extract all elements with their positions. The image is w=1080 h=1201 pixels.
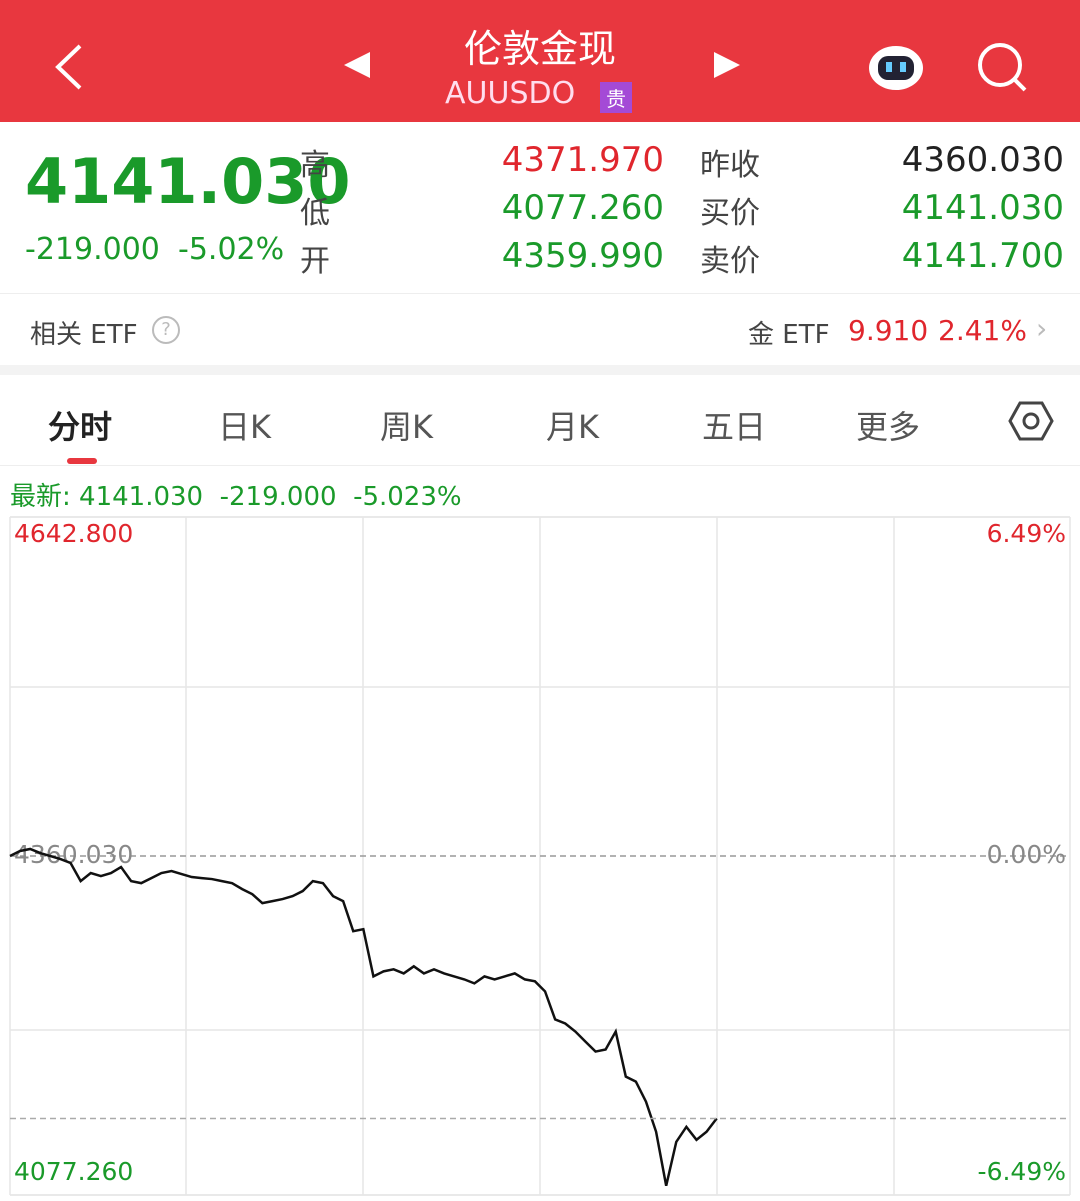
- tab[interactable]: 周K: [380, 408, 433, 446]
- field-value: 4077.260: [501, 188, 664, 228]
- etf-price: 9.910: [848, 314, 929, 347]
- y2-tick-label: -6.49%: [978, 1157, 1066, 1186]
- y-tick-label: 4077.260: [14, 1157, 133, 1186]
- prev-button[interactable]: [342, 50, 372, 80]
- y-tick-label: 4360.030: [14, 840, 133, 869]
- badge: 贵: [600, 82, 632, 113]
- tab[interactable]: 五日: [702, 408, 767, 446]
- y-tick-label: 4642.800: [14, 519, 133, 548]
- field-label: 开: [300, 244, 330, 279]
- field-value: 4360.030: [901, 140, 1064, 180]
- code: AUUSDO: [445, 76, 576, 111]
- tab[interactable]: 日K: [218, 408, 271, 446]
- field-label: 低: [300, 196, 330, 231]
- help-icon[interactable]: ?: [152, 316, 180, 344]
- field-value: 4141.700: [901, 236, 1064, 276]
- tab[interactable]: 更多: [856, 408, 921, 446]
- separator: [0, 365, 1080, 375]
- chevron: ›: [1036, 312, 1048, 345]
- latest-row: 最新: 4141.030 -219.000 -5.023%: [10, 476, 462, 513]
- next-button[interactable]: [712, 50, 742, 80]
- robot-icon[interactable]: [866, 38, 926, 94]
- y2-tick-label: 0.00%: [987, 840, 1066, 869]
- divider: [0, 465, 1080, 466]
- chart: 4077.260 4360.030 4642.800 -6.49% 0.00% 6.49%: [9, 516, 1071, 1196]
- price: 4141.030: [25, 145, 351, 218]
- etf-pct: 2.41%: [938, 314, 1027, 347]
- latest-change: -219.000: [219, 482, 337, 512]
- change-pct: -5.02%: [178, 232, 285, 267]
- latest: 4141.030: [79, 482, 204, 512]
- etf-label: 相关 ETF: [30, 320, 138, 350]
- field-label: 卖价: [700, 244, 760, 279]
- back-button[interactable]: [50, 42, 90, 92]
- etf-name[interactable]: 金 ETF: [748, 320, 830, 350]
- field-label: 高: [300, 148, 330, 183]
- latest-label: 最新:: [10, 482, 71, 512]
- header: 伦敦金现 AUUSDO 贵: [0, 0, 1080, 122]
- latest-pct: -5.023%: [353, 482, 462, 512]
- price-line: [9, 847, 718, 1187]
- y2-tick-label: 6.49%: [987, 519, 1066, 548]
- tab[interactable]: 月K: [546, 408, 599, 446]
- change: -219.000: [25, 232, 160, 267]
- field-value: 4359.990: [501, 236, 664, 276]
- field-value: 4141.030: [901, 188, 1064, 228]
- field-value: 4371.970: [501, 140, 664, 180]
- tab[interactable]: 分时: [48, 408, 113, 446]
- field-label: 昨收: [700, 148, 760, 183]
- title: 伦敦金现: [463, 27, 616, 71]
- tab-indicator: [67, 458, 97, 464]
- divider: [0, 293, 1080, 294]
- search-button[interactable]: [975, 40, 1030, 95]
- settings-button[interactable]: [1008, 400, 1054, 442]
- field-label: 买价: [700, 196, 760, 231]
